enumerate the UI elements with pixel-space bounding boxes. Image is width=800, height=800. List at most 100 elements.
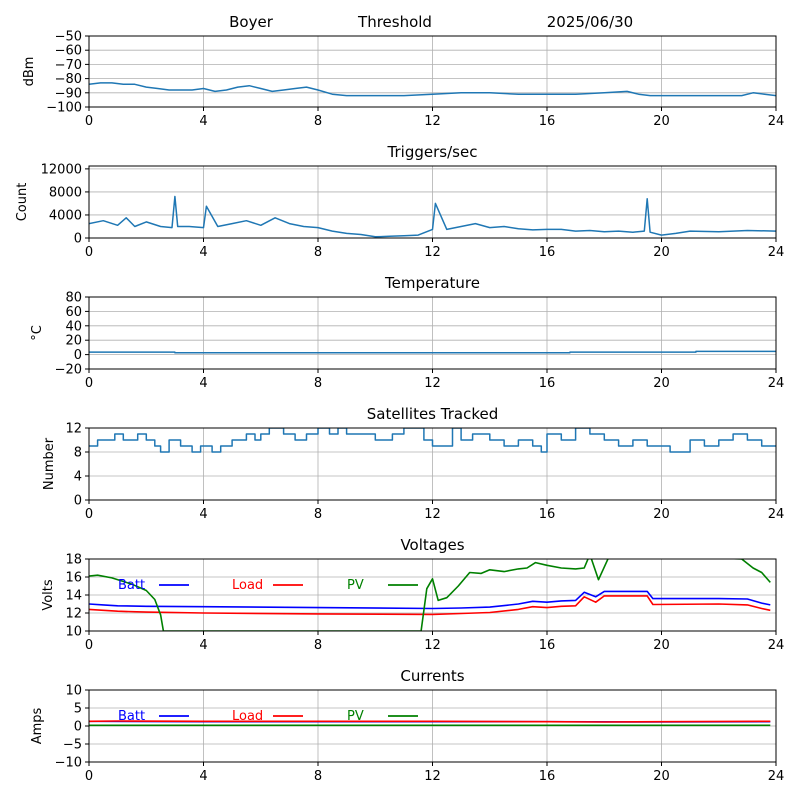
series-line-data: [89, 428, 776, 453]
panel-title: Temperature: [384, 274, 480, 292]
x-tick-label: 12: [424, 376, 441, 391]
x-tick-label: 8: [314, 245, 322, 260]
panel-5: Batt Load PV 0 4 8 12 16 20 24 −10 −5 0 5 10 Currents Am…: [30, 667, 784, 784]
x-tick-label: 16: [539, 245, 556, 260]
x-tick-label: 0: [85, 114, 93, 129]
x-tick-label: 8: [314, 376, 322, 391]
y-tick-label: −70: [55, 58, 82, 73]
legend-label-batt: Batt: [118, 709, 145, 724]
x-tick-label: 20: [653, 245, 670, 260]
y-axis-label: Number: [42, 437, 57, 490]
x-tick-label: 8: [314, 769, 322, 784]
y-tick-label: 8: [74, 446, 82, 461]
x-tick-label: 4: [199, 507, 207, 522]
x-tick-label: 24: [768, 114, 785, 129]
x-tick-label: 16: [539, 638, 556, 653]
x-tick-label: 16: [539, 769, 556, 784]
series-line-load: [89, 720, 771, 723]
x-tick-label: 24: [768, 638, 785, 653]
header-station: Boyer: [229, 13, 274, 31]
y-tick-label: −80: [55, 72, 82, 87]
x-tick-label: 24: [768, 245, 785, 260]
panel-title: Currents: [400, 667, 464, 685]
y-tick-label: 12: [65, 607, 82, 622]
x-tick-label: 0: [85, 245, 93, 260]
y-tick-label: 18: [65, 553, 82, 568]
y-tick-label: 14: [65, 589, 82, 604]
x-tick-label: 12: [424, 507, 441, 522]
x-tick-label: 12: [424, 114, 441, 129]
y-axis-label: dBm: [22, 57, 37, 87]
legend-label-load: Load: [232, 709, 263, 724]
y-tick-label: 10: [65, 684, 82, 699]
panel-title: Voltages: [400, 536, 464, 554]
y-tick-label: 10: [65, 625, 82, 640]
x-tick-label: 16: [539, 114, 556, 129]
y-axis-label: Amps: [30, 707, 45, 744]
y-tick-label: 0: [74, 720, 82, 735]
y-tick-label: −100: [46, 101, 82, 116]
series-line-data: [89, 195, 776, 238]
x-tick-label: 20: [653, 769, 670, 784]
legend-label-load: Load: [232, 578, 263, 593]
y-tick-label: −20: [55, 363, 82, 378]
x-tick-label: 0: [85, 638, 93, 653]
x-tick-label: 24: [768, 507, 785, 522]
x-tick-label: 4: [199, 769, 207, 784]
y-tick-label: 4: [74, 470, 82, 485]
y-tick-label: 8000: [49, 185, 82, 200]
y-tick-label: 60: [65, 305, 82, 320]
y-tick-label: −10: [55, 756, 82, 771]
series-line-data: [89, 350, 776, 354]
y-tick-label: −60: [55, 44, 82, 59]
panel-title: Triggers/sec: [387, 143, 478, 161]
x-tick-label: 8: [314, 638, 322, 653]
legend-label-batt: Batt: [118, 578, 145, 593]
panel-4: Batt Load PV 0 4 8 12 16 20 24 10 12 14 16 18 Voltages V…: [41, 536, 784, 653]
y-axis-label: Volts: [41, 579, 56, 611]
x-tick-label: 4: [199, 638, 207, 653]
x-tick-label: 4: [199, 376, 207, 391]
x-tick-label: 0: [85, 376, 93, 391]
series-line-data: [89, 82, 776, 97]
x-tick-label: 24: [768, 376, 785, 391]
x-tick-label: 4: [199, 114, 207, 129]
y-axis-label: °C: [30, 325, 45, 341]
y-tick-label: −90: [55, 86, 82, 101]
x-tick-label: 20: [653, 507, 670, 522]
legend-label-pv: PV: [347, 709, 364, 724]
x-tick-label: 20: [653, 638, 670, 653]
y-tick-label: 0: [74, 232, 82, 247]
x-tick-label: 0: [85, 769, 93, 784]
x-tick-label: 12: [424, 769, 441, 784]
x-tick-label: 4: [199, 245, 207, 260]
x-tick-label: 20: [653, 376, 670, 391]
x-tick-label: 16: [539, 507, 556, 522]
y-tick-label: 20: [65, 334, 82, 349]
x-tick-label: 12: [424, 245, 441, 260]
y-axis-label: Count: [15, 183, 30, 222]
panel-1: 0 4 8 12 16 20 24 0 4000 8000 12000 Triggers/sec Cou…: [15, 143, 784, 260]
y-tick-label: 40: [65, 319, 82, 334]
y-tick-label: 12000: [41, 162, 82, 177]
y-tick-label: 5: [74, 702, 82, 717]
y-tick-label: 0: [74, 348, 82, 363]
y-tick-label: 4000: [49, 208, 82, 223]
x-tick-label: 8: [314, 114, 322, 129]
x-tick-label: 16: [539, 376, 556, 391]
y-tick-label: 80: [65, 291, 82, 306]
x-tick-label: 8: [314, 507, 322, 522]
x-tick-label: 12: [424, 638, 441, 653]
legend-label-pv: PV: [347, 578, 364, 593]
x-tick-label: 20: [653, 114, 670, 129]
y-tick-label: −5: [63, 738, 82, 753]
panel-3: 0 4 8 12 16 20 24 0 4 8 12 Satellites Tracked Number: [42, 405, 784, 522]
y-tick-label: 12: [65, 422, 82, 437]
y-tick-label: 0: [74, 494, 82, 509]
y-tick-label: 16: [65, 571, 82, 586]
header-date: 2025/06/30: [547, 13, 633, 31]
series-line-batt: [89, 590, 771, 610]
panel-title: Satellites Tracked: [367, 405, 498, 423]
